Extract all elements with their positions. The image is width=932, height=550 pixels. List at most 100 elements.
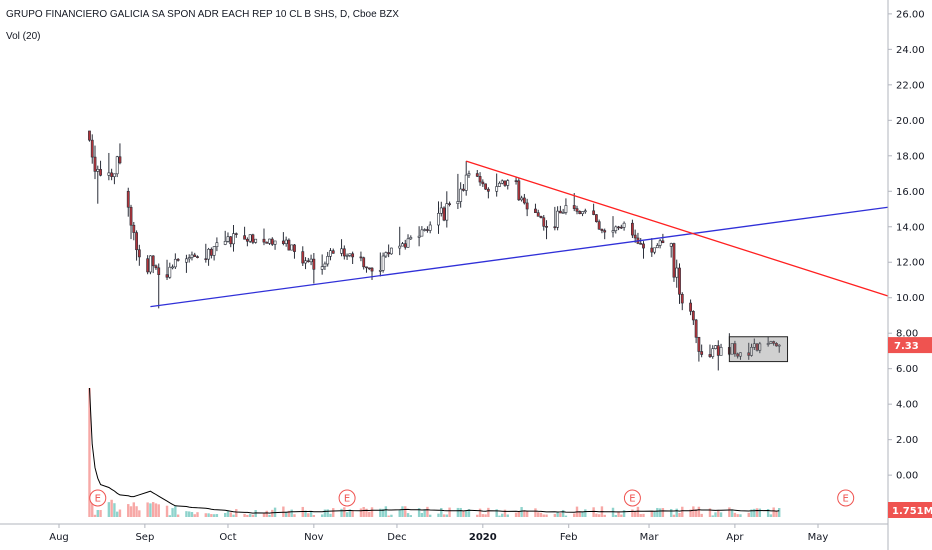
volume-bar (409, 515, 412, 517)
volume-bar (226, 510, 230, 517)
earnings-event-label: E (95, 494, 101, 505)
volume-bar (401, 506, 404, 517)
candle-body (401, 243, 404, 247)
volume-bar (187, 511, 191, 517)
volume-bar (661, 508, 665, 517)
candle-body (185, 258, 188, 263)
volume-bar (406, 513, 410, 517)
volume-bar (733, 512, 737, 517)
volume-bar (697, 506, 701, 517)
candle-body (428, 224, 432, 231)
candle-body (99, 169, 102, 176)
x-tick-label: Nov (304, 532, 324, 543)
volume-bar (287, 510, 291, 517)
volume-bar (348, 509, 352, 517)
volume-bar (520, 507, 523, 517)
volume-bar (196, 512, 199, 517)
range-box-layer[interactable] (728, 336, 789, 363)
candle-body (766, 343, 770, 345)
last-volume-value: 1.751M (892, 506, 932, 517)
volume-bar (384, 506, 388, 517)
volume-bar (132, 502, 135, 517)
volume-bar (404, 506, 407, 517)
candle-body (168, 266, 172, 278)
candle-body (207, 248, 210, 260)
candle-body (752, 343, 756, 348)
volume-bar (714, 512, 717, 517)
volume-bar (445, 514, 449, 517)
candle-body (329, 250, 332, 257)
trendlines-layer[interactable] (150, 160, 889, 308)
volume-bar (542, 514, 545, 517)
candle-body (755, 343, 759, 351)
candle-body (633, 234, 637, 239)
candle-body (129, 206, 133, 226)
candle-body (420, 229, 424, 237)
candle-body (390, 247, 393, 255)
candle-body (110, 172, 114, 177)
candle-body (719, 347, 723, 356)
earnings-event-marker (623, 489, 641, 507)
volume-bar (559, 513, 562, 517)
candle-body (467, 173, 471, 176)
volume-bar (265, 510, 268, 517)
candle-body (229, 236, 233, 245)
volume-bar (603, 514, 606, 517)
volume-bar (154, 503, 158, 517)
y-tick-label: 16.00 (896, 187, 925, 198)
volume-bar (232, 514, 235, 517)
volume-bar (459, 507, 462, 517)
candle-body (558, 210, 562, 214)
volume-bar (193, 514, 196, 517)
candle-body (190, 254, 194, 258)
y-tick-label: 14.00 (896, 222, 925, 233)
candle-body (680, 293, 684, 304)
candle-body (251, 234, 255, 243)
candle-body (561, 212, 565, 214)
volume-bar (390, 514, 393, 517)
candle-body (714, 345, 717, 349)
volume-indicator-label[interactable]: Vol (20) (6, 31, 41, 42)
volume-bar (700, 513, 703, 517)
volume-bar (207, 513, 210, 517)
volume-bar (351, 510, 354, 517)
volume-bar (553, 513, 557, 517)
x-tick-label: Mar (640, 532, 660, 543)
candle-body (600, 228, 604, 231)
candle-body (642, 243, 645, 249)
candle-body (193, 254, 197, 257)
candle-body (243, 235, 246, 240)
volume-bar (573, 513, 576, 517)
volume-bar (592, 507, 595, 517)
y-tick-label: 22.00 (896, 80, 925, 91)
volume-bar (681, 506, 684, 517)
y-tick-label: 0.00 (896, 471, 918, 482)
candle-body (439, 207, 443, 214)
candle-body (777, 344, 781, 347)
earnings-event-label: E (843, 494, 849, 505)
candle-body (617, 226, 620, 229)
candle-body (223, 241, 227, 245)
candle-body (378, 270, 382, 272)
x-tick-label: Apr (726, 532, 744, 543)
candle-body (245, 238, 249, 242)
volume-bar (462, 511, 465, 517)
y-tick-label: 8.00 (896, 329, 918, 340)
candle-body (700, 351, 704, 355)
candle-body (775, 343, 778, 347)
volume-bar (332, 508, 335, 517)
volume-bar (611, 507, 615, 517)
volume-bar (312, 515, 316, 517)
candle-body (293, 244, 296, 252)
candle-body (514, 180, 518, 182)
volume-bar (578, 512, 581, 517)
volume-bar (129, 506, 133, 517)
earnings-event-label: E (344, 494, 350, 505)
volume-bar (614, 514, 617, 517)
candle-body (126, 190, 130, 208)
volume-bar (523, 510, 526, 517)
y-tick-label: 6.00 (896, 364, 918, 375)
